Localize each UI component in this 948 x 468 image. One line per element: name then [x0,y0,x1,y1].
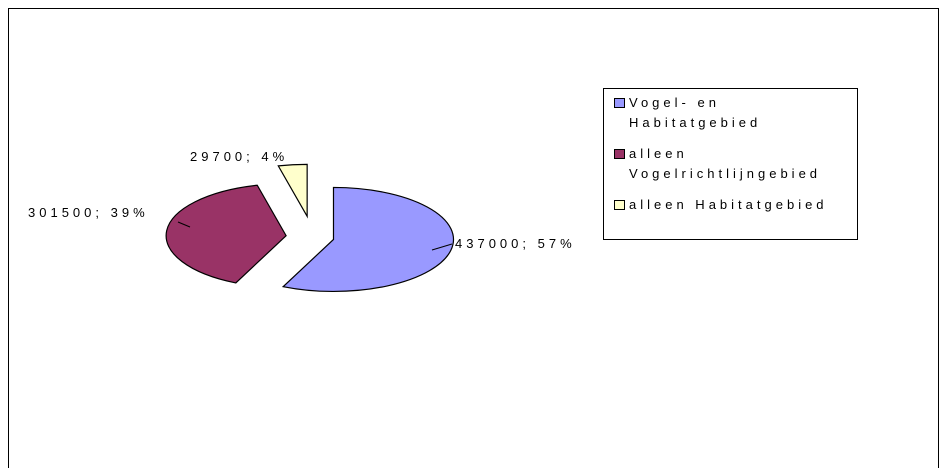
legend-label: alleen Habitatgebied [629,197,828,212]
data-label: 437000; 57% [455,236,576,251]
data-label: 29700; 4% [190,149,289,164]
legend-swatch [614,149,625,159]
legend-swatch [614,98,625,108]
legend-swatch [614,200,625,210]
legend-label: Vogel- en Habitatgebied [629,95,762,130]
pie-slice [165,184,287,284]
chart-frame [8,8,939,468]
legend: Vogel- en Habitatgebied alleen Vogelricht… [603,88,858,240]
legend-label: alleen Vogelrichtlijngebied [629,146,822,181]
leader-line [177,221,191,228]
pie-slice [281,186,455,293]
leader-line [431,243,453,251]
data-label: 301500; 39% [28,205,149,220]
pie-slice [277,163,308,219]
chart [165,163,455,293]
